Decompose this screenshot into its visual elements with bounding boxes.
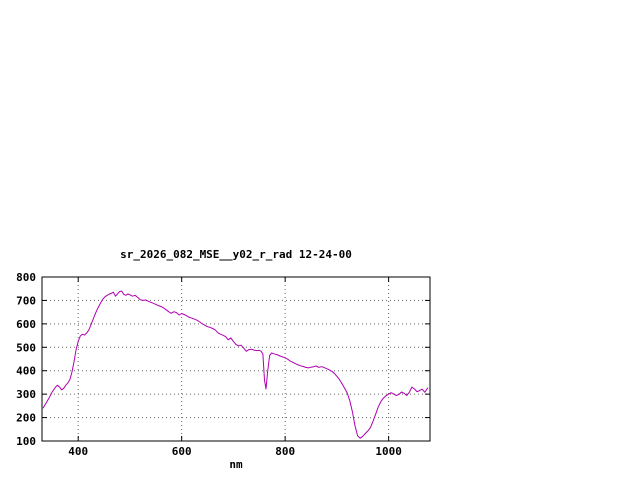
y-tick-label: 200 <box>16 412 36 425</box>
chart-title: sr_2026_082_MSE__y02_r_rad 12-24-00 <box>120 248 352 261</box>
x-tick-label: 600 <box>172 445 192 458</box>
y-tick-label: 400 <box>16 365 36 378</box>
x-tick-label: 800 <box>275 445 295 458</box>
x-tick-label: 1000 <box>375 445 402 458</box>
y-tick-label: 800 <box>16 271 36 284</box>
spectrum-line <box>42 290 429 439</box>
y-tick-label: 500 <box>16 341 36 354</box>
y-tick-label: 700 <box>16 294 36 307</box>
y-tick-label: 100 <box>16 435 36 448</box>
plot-border <box>41 276 431 442</box>
x-tick-label: 400 <box>68 445 88 458</box>
y-tick-label: 300 <box>16 388 36 401</box>
y-tick-label: 600 <box>16 318 36 331</box>
x-axis-label: nm <box>229 458 243 471</box>
